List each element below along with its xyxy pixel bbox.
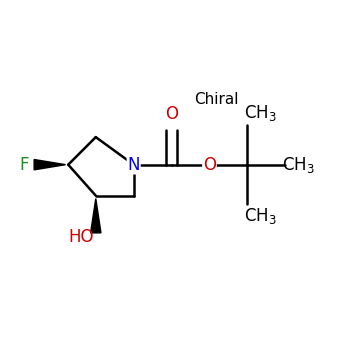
- Polygon shape: [34, 160, 65, 170]
- Text: O: O: [203, 156, 216, 174]
- Text: Chiral: Chiral: [194, 92, 239, 107]
- Text: CH$_3$: CH$_3$: [244, 103, 276, 123]
- Text: F: F: [19, 156, 29, 174]
- Text: O: O: [165, 105, 178, 123]
- Polygon shape: [91, 198, 101, 233]
- Text: CH$_3$: CH$_3$: [244, 206, 276, 226]
- Text: HO: HO: [69, 228, 94, 246]
- Text: N: N: [127, 156, 140, 174]
- Text: CH$_3$: CH$_3$: [282, 155, 315, 175]
